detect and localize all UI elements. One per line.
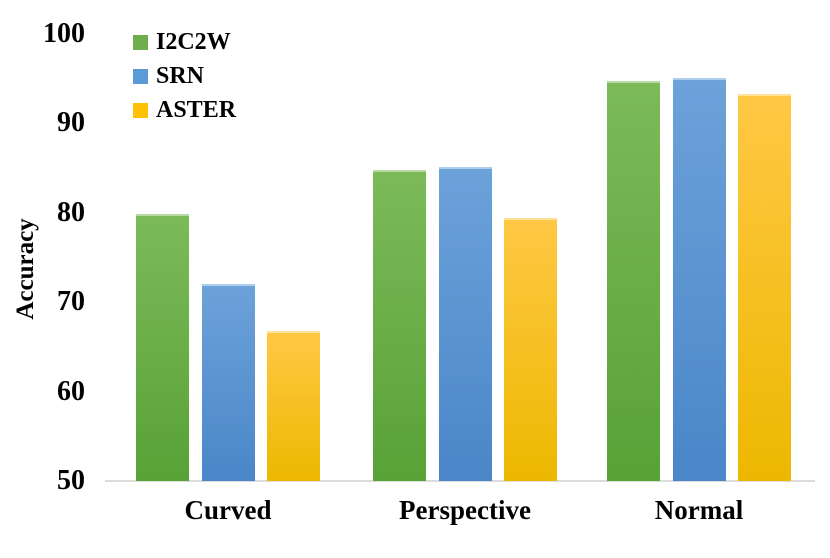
legend-label: SRN <box>156 63 205 89</box>
bar-aster-normal <box>738 94 791 481</box>
y-tick-label: 80 <box>57 196 85 228</box>
bar-srn-normal <box>672 78 726 481</box>
legend-label: I2C2W <box>156 29 231 55</box>
bar-i2c2w-curved <box>136 214 189 481</box>
legend-swatch-icon <box>133 68 148 84</box>
legend-label: ASTER <box>156 97 237 123</box>
x-axis-line <box>105 480 815 482</box>
bar-aster-perspective <box>504 217 557 481</box>
legend-item-aster: ASTER <box>133 98 236 122</box>
legend-swatch-icon <box>133 102 148 118</box>
bar-i2c2w-perspective <box>373 169 426 481</box>
bar-aster-curved <box>267 330 320 481</box>
y-tick-label: 70 <box>57 286 85 317</box>
x-category-label: Normal <box>654 495 744 525</box>
y-tick-label: 50 <box>57 465 85 496</box>
y-tick-label: 60 <box>57 375 85 407</box>
y-tick-label: 90 <box>57 107 85 138</box>
legend-item-i2c2w: I2C2W <box>133 30 236 54</box>
legend: I2C2W SRN ASTER <box>133 30 236 122</box>
legend-item-srn: SRN <box>133 64 236 88</box>
bar-srn-perspective <box>438 166 492 481</box>
legend-swatch-icon <box>133 34 148 50</box>
bar-i2c2w-normal <box>607 80 660 481</box>
x-category-label: Perspective <box>399 495 531 525</box>
bar-srn-curved <box>201 284 255 481</box>
y-tick-label: 100 <box>43 17 85 49</box>
x-category-label: Curved <box>184 495 272 525</box>
